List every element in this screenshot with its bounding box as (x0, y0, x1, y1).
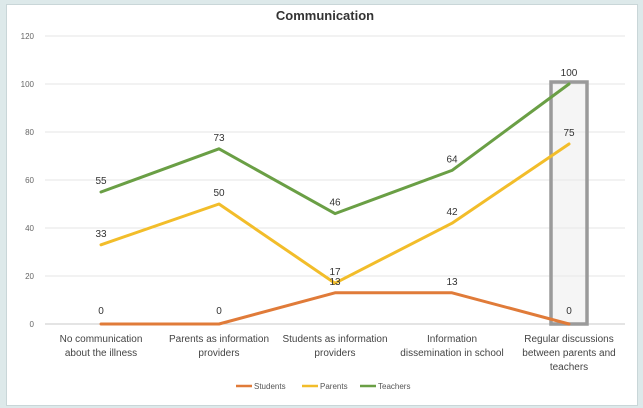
category-label-4: Regular discussions between parents and te… (522, 334, 615, 373)
y-tick-label-60: 60 (25, 176, 34, 185)
data-label-teachers-1: 73 (213, 133, 225, 144)
series-line-parents (99, 142, 571, 285)
y-tick-label-40: 40 (25, 224, 34, 233)
data-label-students-2: 13 (329, 277, 341, 288)
chart-title: Communication (276, 8, 374, 23)
y-tick-label-80: 80 (25, 128, 34, 137)
data-label-teachers-4: 100 (561, 68, 578, 79)
category-label-1: Parents as information providers (169, 334, 269, 359)
legend-label-students: Students (254, 382, 286, 391)
legend-label-teachers: Teachers (378, 382, 410, 391)
data-label-students-3: 13 (446, 277, 458, 288)
data-label-parents-4: 75 (563, 128, 575, 139)
y-tick-label-100: 100 (21, 80, 35, 89)
y-tick-label-120: 120 (21, 32, 35, 41)
data-label-parents-2: 17 (329, 267, 341, 278)
data-label-teachers-3: 64 (446, 154, 458, 165)
data-label-teachers-2: 46 (329, 198, 341, 209)
data-label-students-4: 0 (566, 306, 572, 317)
data-label-teachers-0: 55 (95, 176, 107, 187)
category-label-3: Information dissemination in school (400, 334, 503, 359)
series-line-students (99, 291, 571, 326)
category-label-0: No communication about the illness (60, 334, 143, 359)
data-label-parents-0: 33 (95, 229, 107, 240)
data-label-parents-3: 42 (446, 207, 458, 218)
data-label-students-1: 0 (216, 306, 222, 317)
data-label-students-0: 0 (98, 306, 104, 317)
series-line-teachers (99, 82, 571, 216)
legend-label-parents: Parents (320, 382, 348, 391)
highlight-box (549, 80, 589, 326)
y-tick-label-0: 0 (30, 320, 35, 329)
data-label-parents-1: 50 (213, 188, 225, 199)
category-label-2: Students as information providers (282, 334, 387, 359)
y-tick-label-20: 20 (25, 272, 34, 281)
